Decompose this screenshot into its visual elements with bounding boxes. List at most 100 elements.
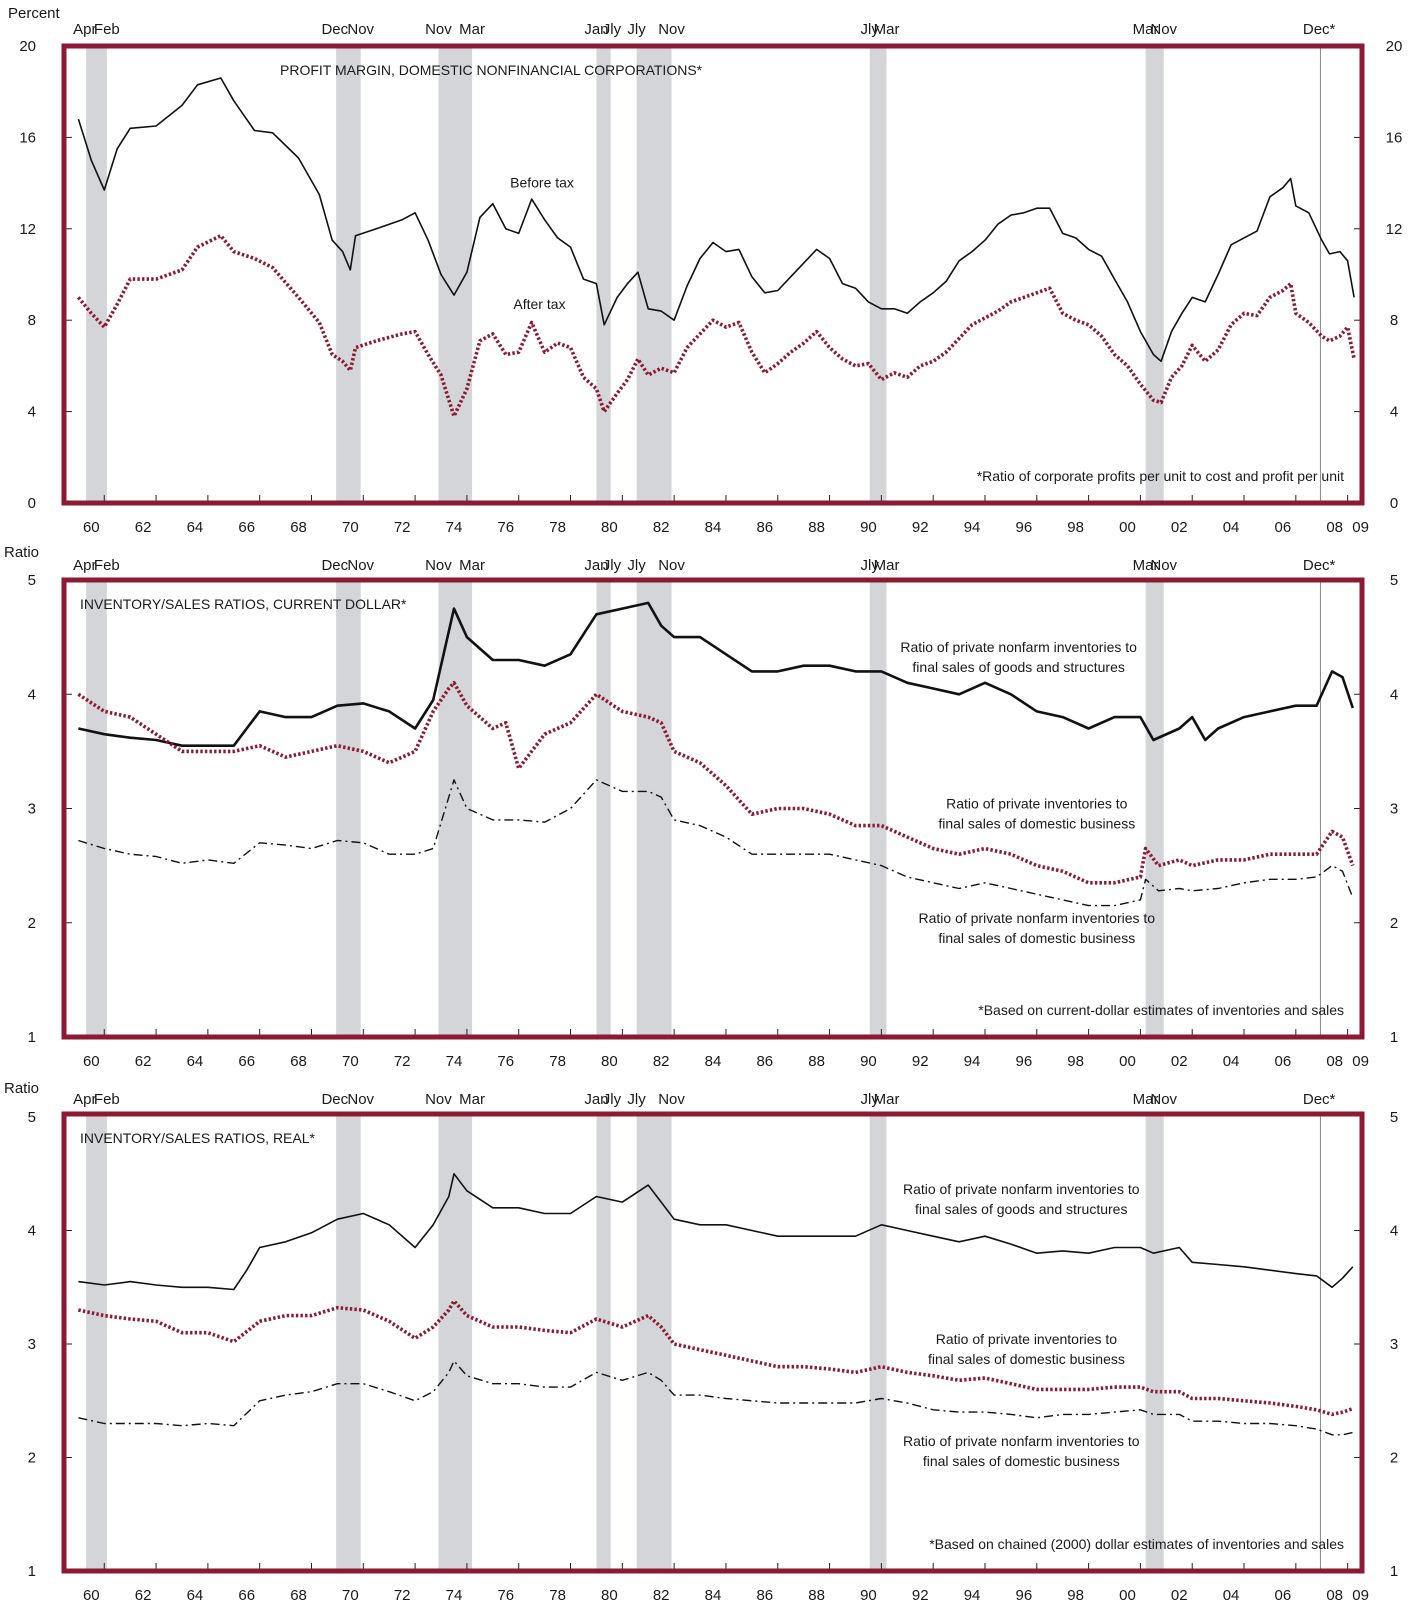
recession-band — [869, 581, 887, 1036]
x-tick-label: 88 — [808, 519, 825, 536]
x-tick-label: 66 — [238, 1587, 255, 1604]
x-tick-label: 02 — [1171, 1587, 1188, 1604]
series-line — [77, 233, 1356, 418]
x-tick-label: 04 — [1223, 519, 1240, 536]
y-tick-label-left: 2 — [28, 1450, 36, 1467]
y-tick-label-right: 5 — [1390, 1109, 1398, 1126]
y-tick-label-right: 2 — [1390, 1450, 1398, 1467]
series-annotation: Ratio of private nonfarm inventories to f… — [903, 1433, 1140, 1469]
x-tick-label: 76 — [497, 1587, 514, 1604]
y-tick-label-right: 12 — [1386, 221, 1403, 238]
series-label-before-tax: Before tax — [510, 175, 574, 191]
x-tick-label: 98 — [1067, 1053, 1084, 1070]
series-line — [77, 681, 1355, 885]
recession-label: Nov — [347, 557, 374, 574]
recession-label: Jly — [861, 557, 880, 574]
chart-footnote: *Based on current-dollar estimates of in… — [978, 1002, 1344, 1018]
x-tick-label: 08 — [1326, 1587, 1343, 1604]
y-tick-label-right: 1 — [1390, 1029, 1398, 1046]
recession-label: Dec — [321, 557, 348, 574]
y-tick-label-left: 16 — [19, 129, 36, 146]
x-tick-label: 64 — [187, 1587, 204, 1604]
x-tick-label: 72 — [394, 1053, 411, 1070]
y-tick-label-right: 2 — [1390, 915, 1398, 932]
x-tick-label: 64 — [187, 519, 204, 536]
x-tick-label: 60 — [83, 1587, 100, 1604]
y-tick-label-left: 2 — [28, 915, 36, 932]
x-tick-label: 09 — [1352, 1053, 1369, 1070]
recession-label: Nov — [347, 21, 374, 38]
x-tick-label: 74 — [446, 1587, 463, 1604]
recession-band — [1145, 47, 1164, 503]
series-annotation: Ratio of private nonfarm inventories to f… — [900, 639, 1137, 675]
x-tick-label: 80 — [601, 1587, 618, 1604]
x-tick-label: 02 — [1171, 519, 1188, 536]
recession-label: Dec — [321, 1091, 348, 1108]
recession-label: Jan — [584, 1091, 608, 1108]
recession-label: Nov — [347, 1091, 374, 1108]
series-annotation: Ratio of private nonfarm inventories to f… — [919, 910, 1156, 946]
x-tick-label: 78 — [549, 519, 566, 536]
recession-band — [636, 581, 672, 1036]
recession-label: Jly — [861, 21, 880, 38]
y-tick-label-left: 4 — [28, 404, 36, 421]
x-tick-label: 76 — [497, 1053, 514, 1070]
x-tick-label: 68 — [290, 1053, 307, 1070]
series-line — [78, 1360, 1353, 1436]
x-tick-label: 06 — [1275, 1053, 1292, 1070]
x-tick-label: 96 — [1015, 1053, 1032, 1070]
series-line — [78, 1299, 1354, 1417]
recession-label: Jly — [603, 21, 622, 38]
recession-label: Jly — [603, 1091, 622, 1108]
series-line — [78, 601, 1355, 747]
chart-footnote: *Based on chained (2000) dollar estimate… — [929, 1536, 1344, 1552]
recession-label: Nov — [1150, 1091, 1177, 1108]
chart-title: INVENTORY/SALES RATIOS, REAL* — [80, 1130, 316, 1146]
recession-label: Apr — [73, 21, 96, 38]
x-tick-label: 62 — [135, 519, 152, 536]
y-tick-label-right: 3 — [1390, 1336, 1398, 1353]
x-tick-label: 86 — [756, 1053, 773, 1070]
series-annotation: Ratio of private nonfarm inventories to f… — [903, 1181, 1140, 1217]
x-tick-label: 00 — [1119, 1053, 1136, 1070]
x-tick-label: 04 — [1223, 1587, 1240, 1604]
chart-title: INVENTORY/SALES RATIOS, CURRENT DOLLAR* — [80, 596, 407, 612]
chart-footnote: *Ratio of corporate profits per unit to … — [977, 468, 1344, 484]
x-tick-label: 08 — [1326, 519, 1343, 536]
x-tick-label: 98 — [1067, 1587, 1084, 1604]
x-tick-label: 82 — [653, 519, 670, 536]
series-annotation: Ratio of private inventories to final sal… — [938, 796, 1135, 832]
recession-label: Mar — [459, 21, 485, 38]
x-tick-label: 06 — [1275, 519, 1292, 536]
y-tick-label-right: 5 — [1390, 572, 1398, 589]
recession-band — [596, 47, 611, 503]
recession-label: Jan — [584, 557, 608, 574]
x-tick-label: 68 — [290, 519, 307, 536]
x-tick-label: 62 — [135, 1587, 152, 1604]
y-tick-label-right: 8 — [1390, 312, 1398, 329]
recession-label: Jly — [861, 1091, 880, 1108]
recession-label: Feb — [94, 21, 120, 38]
y-tick-label-right: 3 — [1390, 801, 1398, 818]
x-tick-label: 96 — [1015, 1587, 1032, 1604]
recession-label: Nov — [425, 1091, 452, 1108]
recession-label: Jly — [603, 557, 622, 574]
x-tick-label: 86 — [756, 1587, 773, 1604]
x-tick-label: 88 — [808, 1053, 825, 1070]
recession-label: Nov — [425, 21, 452, 38]
y-tick-label-left: 5 — [28, 1109, 36, 1126]
y-tick-label-left: 1 — [28, 1029, 36, 1046]
x-tick-label: 98 — [1067, 519, 1084, 536]
x-tick-label: 94 — [964, 1053, 981, 1070]
chart-title: PROFIT MARGIN, DOMESTIC NONFINANCIAL COR… — [280, 62, 703, 78]
y-tick-label-left: 12 — [19, 221, 36, 238]
recession-label: Nov — [1150, 557, 1177, 574]
y-axis-label: Ratio — [4, 544, 39, 561]
recession-label: Nov — [425, 557, 452, 574]
x-tick-label: 92 — [912, 1587, 929, 1604]
y-tick-label-left: 0 — [28, 495, 36, 512]
y-tick-label-left: 8 — [28, 312, 36, 329]
x-tick-label: 70 — [342, 1053, 359, 1070]
